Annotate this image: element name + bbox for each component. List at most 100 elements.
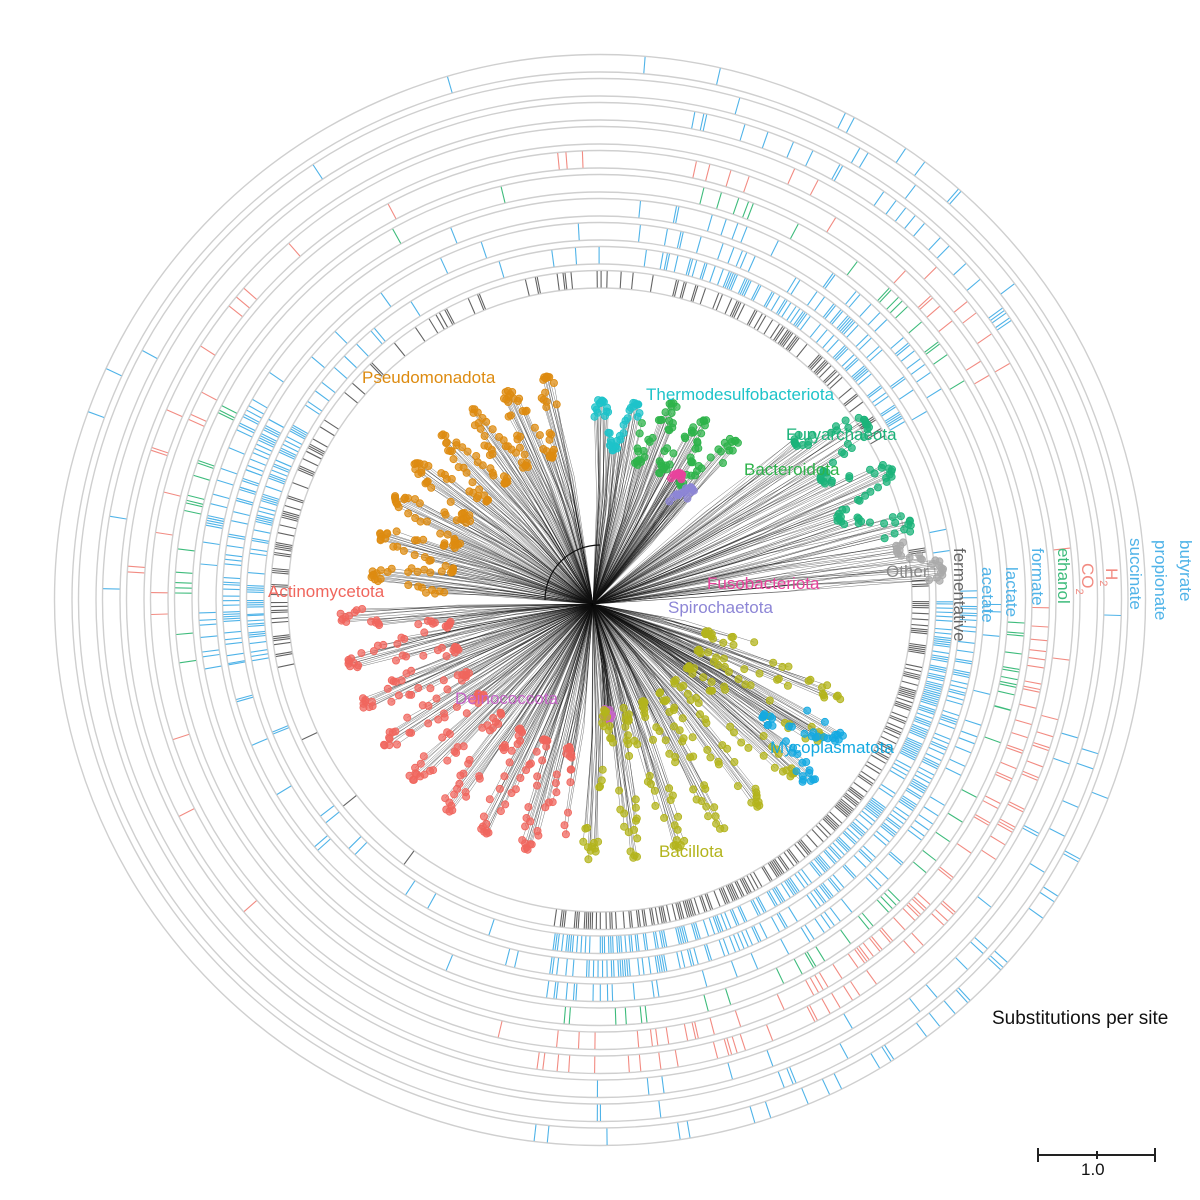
ring-mark bbox=[924, 686, 942, 692]
ring-mark bbox=[845, 359, 859, 372]
ring-mark bbox=[777, 856, 788, 871]
ring-mark bbox=[223, 611, 240, 613]
tree-branch bbox=[350, 603, 594, 667]
tree-tip bbox=[404, 509, 413, 518]
ring-mark bbox=[713, 890, 721, 907]
ring-mark bbox=[163, 491, 181, 497]
tree-tip bbox=[414, 684, 423, 693]
ring-mark bbox=[835, 804, 849, 817]
ring-mark bbox=[319, 426, 335, 437]
ring-mark bbox=[269, 475, 286, 483]
ring-mark bbox=[718, 940, 726, 956]
ring-mark bbox=[922, 849, 937, 861]
ring-mark bbox=[228, 533, 246, 538]
tree-tip bbox=[651, 801, 660, 810]
ring-mark bbox=[619, 959, 622, 977]
tree-branch bbox=[490, 468, 594, 605]
tree-tip bbox=[633, 412, 642, 421]
ring-marks bbox=[88, 56, 1121, 1146]
ring-mark bbox=[869, 800, 884, 812]
tree-tip bbox=[439, 676, 448, 685]
tree-tip bbox=[391, 656, 400, 665]
ring-mark bbox=[866, 346, 880, 359]
ring-mark bbox=[572, 959, 575, 977]
tree-branch bbox=[592, 447, 613, 605]
ring-mark bbox=[848, 294, 861, 308]
tree-branch bbox=[423, 603, 594, 656]
ring-mark bbox=[994, 705, 1011, 711]
ring-mark bbox=[202, 649, 219, 653]
ring-mark bbox=[881, 784, 896, 794]
tree-tip bbox=[407, 728, 416, 737]
ring-mark bbox=[1052, 657, 1070, 661]
ring-mark bbox=[912, 585, 929, 588]
ring-mark bbox=[777, 329, 789, 344]
ring-mark bbox=[281, 516, 298, 522]
ring-mark bbox=[720, 219, 727, 236]
tree-tip bbox=[630, 825, 639, 834]
tree-branch bbox=[456, 603, 594, 790]
tree-tip bbox=[414, 469, 423, 478]
tree-tip bbox=[719, 654, 728, 663]
ring-mark bbox=[570, 272, 574, 289]
tree-tip bbox=[462, 518, 471, 527]
ring-mark bbox=[312, 164, 323, 180]
tree-branch bbox=[447, 603, 594, 628]
ring-mark bbox=[940, 902, 954, 915]
ring-mark bbox=[907, 829, 922, 841]
ring-mark bbox=[858, 945, 870, 960]
tree-tip bbox=[402, 669, 411, 678]
ring-mark bbox=[259, 437, 275, 446]
ring-mark bbox=[908, 549, 926, 554]
ring-mark bbox=[269, 372, 284, 383]
ring-mark bbox=[879, 289, 892, 303]
ring-mark bbox=[844, 864, 857, 878]
tree-branch bbox=[447, 603, 594, 761]
ring-mark bbox=[840, 798, 855, 810]
tree-tip bbox=[729, 640, 738, 649]
ring-mark bbox=[926, 305, 940, 318]
tree-tip bbox=[707, 677, 716, 686]
tree-branch bbox=[592, 603, 783, 668]
ring-mark bbox=[1104, 614, 1121, 617]
ring-mark bbox=[221, 405, 237, 414]
ring-mark bbox=[636, 934, 640, 951]
ring-mark bbox=[834, 346, 847, 360]
ring-mark bbox=[356, 343, 369, 357]
ring-mark bbox=[199, 618, 217, 621]
ring-mark bbox=[925, 682, 943, 688]
ring-mark bbox=[910, 782, 926, 792]
tree-branch bbox=[592, 501, 670, 605]
ring-mark bbox=[867, 429, 883, 440]
tree-branch bbox=[510, 415, 594, 605]
tree-tip bbox=[818, 690, 827, 699]
ring-mark bbox=[734, 881, 743, 897]
tree-tip bbox=[619, 420, 628, 429]
tree-branch bbox=[592, 516, 841, 605]
tree-tip bbox=[694, 645, 703, 654]
ring-mark bbox=[942, 709, 960, 717]
ring-mark bbox=[935, 909, 948, 922]
ring-mark bbox=[712, 293, 720, 309]
ring-label-butyrate: butyrate bbox=[1176, 540, 1195, 601]
ring-mark bbox=[693, 923, 699, 940]
tree-branch bbox=[484, 435, 594, 605]
ring-mark bbox=[620, 935, 623, 953]
ring-mark bbox=[410, 301, 421, 316]
ring-mark bbox=[716, 192, 722, 209]
ring-mark bbox=[283, 510, 300, 517]
ring-mark bbox=[926, 680, 943, 686]
ring-mark bbox=[938, 868, 952, 880]
tree-tip bbox=[442, 652, 451, 661]
tree-tip bbox=[845, 472, 854, 481]
ring-mark bbox=[859, 813, 873, 826]
tree-tip bbox=[759, 751, 768, 760]
tree-branch bbox=[592, 522, 896, 605]
ring-mark bbox=[722, 271, 730, 288]
ring-mark bbox=[835, 348, 849, 361]
ring-mark bbox=[662, 905, 667, 923]
tree-tip bbox=[421, 588, 430, 597]
ring-mark bbox=[554, 933, 558, 951]
ring-mark bbox=[928, 237, 941, 251]
ring-mark bbox=[910, 727, 927, 736]
